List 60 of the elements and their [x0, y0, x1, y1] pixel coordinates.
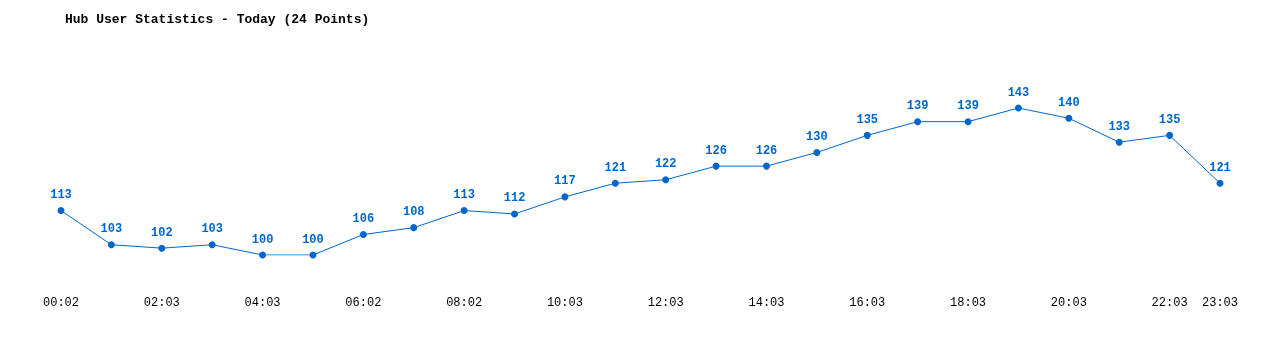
- point: [914, 118, 922, 126]
- data-label: 100: [302, 232, 324, 247]
- point: [1166, 131, 1174, 139]
- data-label: 113: [50, 188, 72, 203]
- data-label: 103: [201, 222, 223, 237]
- data-label: 106: [352, 211, 375, 226]
- point: [259, 251, 267, 259]
- data-label: 140: [1058, 95, 1080, 110]
- x-tick-label: 20:03: [1050, 296, 1087, 310]
- x-tick-label: 16:03: [849, 296, 886, 310]
- point: [511, 210, 519, 218]
- x-tick-label: 22:03: [1151, 296, 1188, 310]
- chart-title: Hub User Statistics - Today (24 Points): [65, 12, 370, 27]
- data-label: 143: [1007, 85, 1030, 100]
- x-tick-label: 18:03: [950, 296, 987, 310]
- data-label: 103: [100, 222, 123, 237]
- x-tick-label: 12:03: [647, 296, 684, 310]
- point: [1115, 138, 1123, 146]
- point: [611, 179, 619, 187]
- point: [208, 241, 216, 249]
- point: [813, 148, 821, 156]
- x-tick-label: 10:03: [546, 296, 583, 310]
- x-tick-label: 23:03: [1201, 296, 1239, 310]
- data-label: 100: [251, 232, 274, 247]
- x-tick-label: 02:03: [143, 296, 180, 310]
- data-label: 121: [1209, 160, 1231, 175]
- data-label: 126: [755, 143, 778, 158]
- point: [1014, 104, 1022, 112]
- point: [662, 176, 670, 184]
- data-label: 121: [604, 160, 627, 175]
- point: [1216, 179, 1224, 187]
- data-label: 130: [806, 129, 828, 144]
- data-label: 117: [554, 174, 576, 189]
- data-label: 135: [856, 112, 879, 127]
- point: [561, 193, 569, 201]
- point: [359, 230, 367, 238]
- point: [158, 244, 166, 252]
- data-label: 112: [503, 191, 526, 206]
- point: [1065, 114, 1073, 122]
- x-tick-label: 14:03: [748, 296, 785, 310]
- data-label: 122: [654, 157, 677, 172]
- data-label: 102: [150, 225, 173, 240]
- point: [762, 162, 770, 170]
- x-tick-label: 08:02: [446, 296, 483, 310]
- data-label: 135: [1158, 112, 1181, 127]
- x-tick-label: 00:02: [42, 296, 80, 310]
- x-tick-label: 04:03: [244, 296, 281, 310]
- point: [460, 207, 468, 215]
- point: [410, 224, 418, 232]
- x-tick-label: 06:02: [345, 296, 382, 310]
- point: [57, 207, 65, 215]
- point: [107, 241, 115, 249]
- data-label: 139: [906, 99, 929, 114]
- data-label: 126: [705, 143, 727, 158]
- data-label: 113: [453, 188, 475, 203]
- data-label: 108: [402, 205, 425, 220]
- point: [863, 131, 871, 139]
- point: [964, 118, 972, 126]
- data-label: 139: [957, 99, 979, 114]
- data-label: 133: [1108, 119, 1131, 134]
